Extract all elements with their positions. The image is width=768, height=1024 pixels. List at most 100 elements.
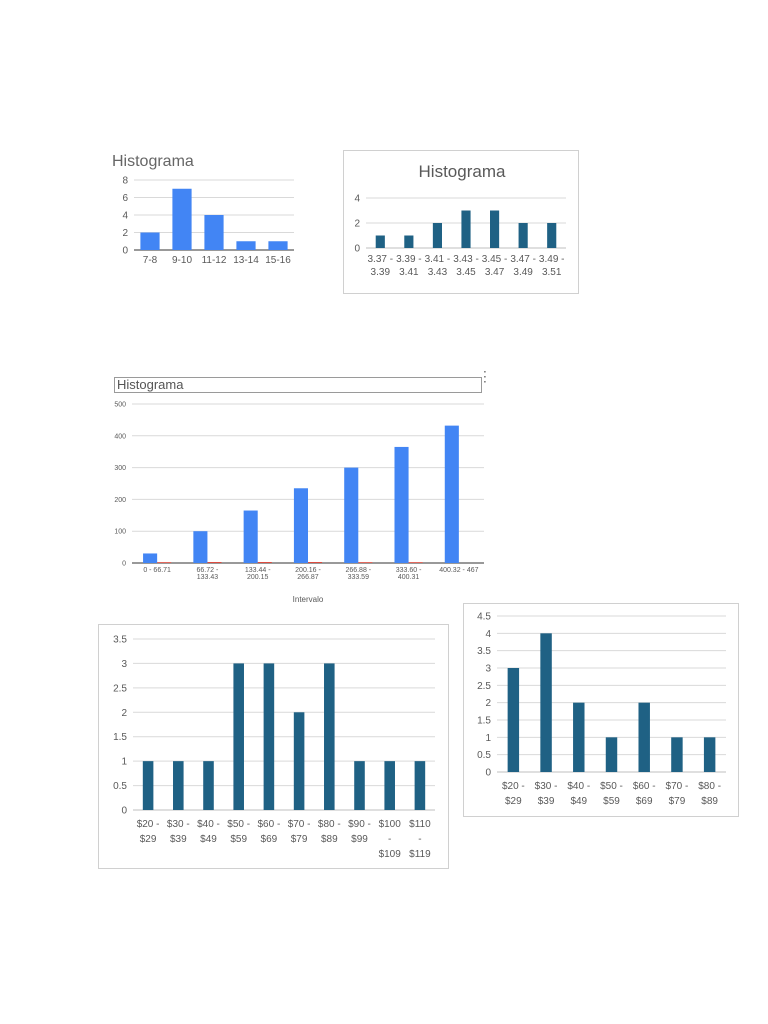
x-tick-label: $100 -$109 [379, 819, 402, 860]
x-tick-label: 333.60 -400.31 [396, 567, 422, 581]
bar [375, 235, 385, 248]
x-tick-label: 13-14 [233, 255, 259, 266]
bar [507, 668, 520, 772]
bar [518, 223, 528, 248]
x-tick-label: 3.45 -3.47 [482, 254, 508, 278]
bar [444, 425, 459, 563]
y-tick-label: 4 [122, 211, 128, 222]
x-tick-label: 200.16 -266.87 [295, 567, 321, 581]
y-tick-label: 2.5 [113, 683, 127, 694]
x-tick-label: 0 - 66.71 [143, 567, 171, 574]
x-tick-label: 3.37 -3.39 [367, 254, 393, 278]
chart-plot: 0 0.5 1 1.5 2 2.5 3 3.5 4 4.5 $20 -$29 $30 -$39 $40 … [477, 612, 726, 807]
y-tick-label: 4.5 [477, 612, 491, 623]
x-tick-label: 11-12 [202, 255, 227, 266]
y-tick-label: 2 [121, 708, 127, 719]
bar [540, 633, 552, 772]
histogram-chart-2: Histograma 0 2 4 3.37 -3.39 3.39 -3.41 3.41 -… [343, 150, 579, 294]
y-tick-label: 2 [354, 219, 360, 230]
x-tick-label: $20 -$29 [502, 781, 525, 807]
bar [233, 663, 244, 810]
histogram-chart-3: Histograma ⋅ ⋅ ⋅ 0 100 200 300 400 500 0 - 66.71… [110, 365, 490, 610]
x-tick-label: 7-8 [143, 255, 158, 266]
y-tick-label: 2.5 [477, 681, 491, 692]
chart-title: Histograma [418, 162, 506, 181]
bar [358, 562, 373, 563]
bar [263, 663, 275, 810]
y-tick-label: 0 [485, 768, 491, 779]
histogram-chart-5: 0 0.5 1 1.5 2 2.5 3 3.5 4 4.5 $20 -$29 $30 -$39 $40 … [463, 603, 739, 817]
bar [203, 761, 214, 810]
bar [344, 467, 359, 563]
bar [547, 223, 557, 248]
y-tick-label: 8 [122, 176, 128, 187]
bar [268, 241, 288, 250]
bar [243, 510, 258, 563]
x-tick-label: $40 -$49 [197, 819, 220, 845]
chart-title: Histograma [112, 153, 194, 170]
y-tick-label: 0 [122, 246, 128, 257]
y-tick-label: 0 [354, 244, 360, 255]
x-tick-label: 400.32 - 467 [439, 567, 478, 574]
bar [404, 235, 414, 248]
x-tick-label: $30 -$39 [167, 819, 190, 845]
bar [324, 663, 335, 810]
x-tick-label: 3.39 -3.41 [396, 254, 422, 278]
more-options-icon[interactable]: ⋅ ⋅ ⋅ [483, 365, 487, 389]
y-tick-label: 3.5 [477, 646, 491, 657]
y-tick-label: 1 [121, 757, 127, 768]
x-tick-label: 133.44 -200.15 [245, 567, 271, 581]
bar [293, 488, 308, 563]
histogram-chart-1: Histograma 0 2 4 6 8 7-8 9-10 11-12 13-14 15-16 [108, 152, 296, 272]
chart-title: Histograma [114, 377, 482, 393]
x-axis-title: Intervalo [293, 595, 324, 604]
y-tick-label: 0.5 [477, 750, 491, 761]
x-tick-label: 15-16 [265, 255, 291, 266]
x-tick-label: 3.47 -3.49 [510, 254, 536, 278]
bar [143, 553, 158, 563]
bar [671, 737, 683, 772]
x-tick-label: $70 -$79 [288, 819, 311, 845]
bar [193, 531, 208, 563]
chart-plot: 0 0.5 1 1.5 2 2.5 3 3.5 $20 -$29 $30 -$39 $40 -$49… [113, 635, 435, 860]
x-tick-label: $80 -$89 [318, 819, 341, 845]
x-tick-label: 66.72 -133.43 [197, 567, 219, 581]
y-tick-label: 500 [114, 401, 126, 408]
x-tick-label: $40 -$49 [567, 781, 590, 807]
bar [490, 210, 500, 248]
chart-plot: 0 2 4 3.37 -3.393.39 -3.413.41 -3.433.43 -3… [354, 194, 566, 278]
y-tick-label: 300 [114, 465, 126, 472]
x-tick-label: $70 -$79 [666, 781, 689, 807]
y-tick-label: 4 [485, 629, 491, 640]
bar [308, 562, 323, 563]
bar [703, 737, 716, 772]
bar [140, 232, 160, 250]
x-tick-label: 3.43 -3.45 [453, 254, 479, 278]
y-tick-label: 0 [122, 560, 126, 567]
y-tick-label: 2 [122, 228, 128, 239]
x-tick-label: 3.41 -3.43 [425, 254, 451, 278]
y-tick-label: 200 [114, 497, 126, 504]
x-tick-label: $110 -$119 [409, 819, 431, 860]
bar [384, 761, 395, 810]
bar [414, 761, 426, 810]
bar [173, 761, 184, 810]
bar [605, 737, 618, 772]
bar [142, 761, 154, 810]
y-tick-label: 3 [121, 659, 127, 670]
y-tick-label: 0.5 [113, 781, 127, 792]
y-tick-label: 3 [485, 664, 491, 675]
bar [432, 223, 442, 248]
y-tick-label: 1.5 [113, 732, 127, 743]
chart-plot: 0 100 200 300 400 500 0 - 66.71 66.72 -133.43 13… [114, 401, 484, 604]
x-tick-label: $20 -$29 [137, 819, 160, 845]
bar [354, 761, 365, 810]
histogram-chart-4: 0 0.5 1 1.5 2 2.5 3 3.5 $20 -$29 $30 -$39 $40 -$49… [98, 624, 449, 869]
bar [236, 241, 256, 250]
bar [461, 210, 471, 248]
x-tick-label: 266.88 -333.59 [345, 567, 371, 581]
chart-plot: 0 2 4 6 8 7-8 9-10 11-12 13-14 15-16 [122, 176, 294, 266]
x-tick-label: $90 -$99 [348, 819, 371, 845]
y-tick-label: 6 [122, 193, 128, 204]
bar [293, 712, 305, 810]
